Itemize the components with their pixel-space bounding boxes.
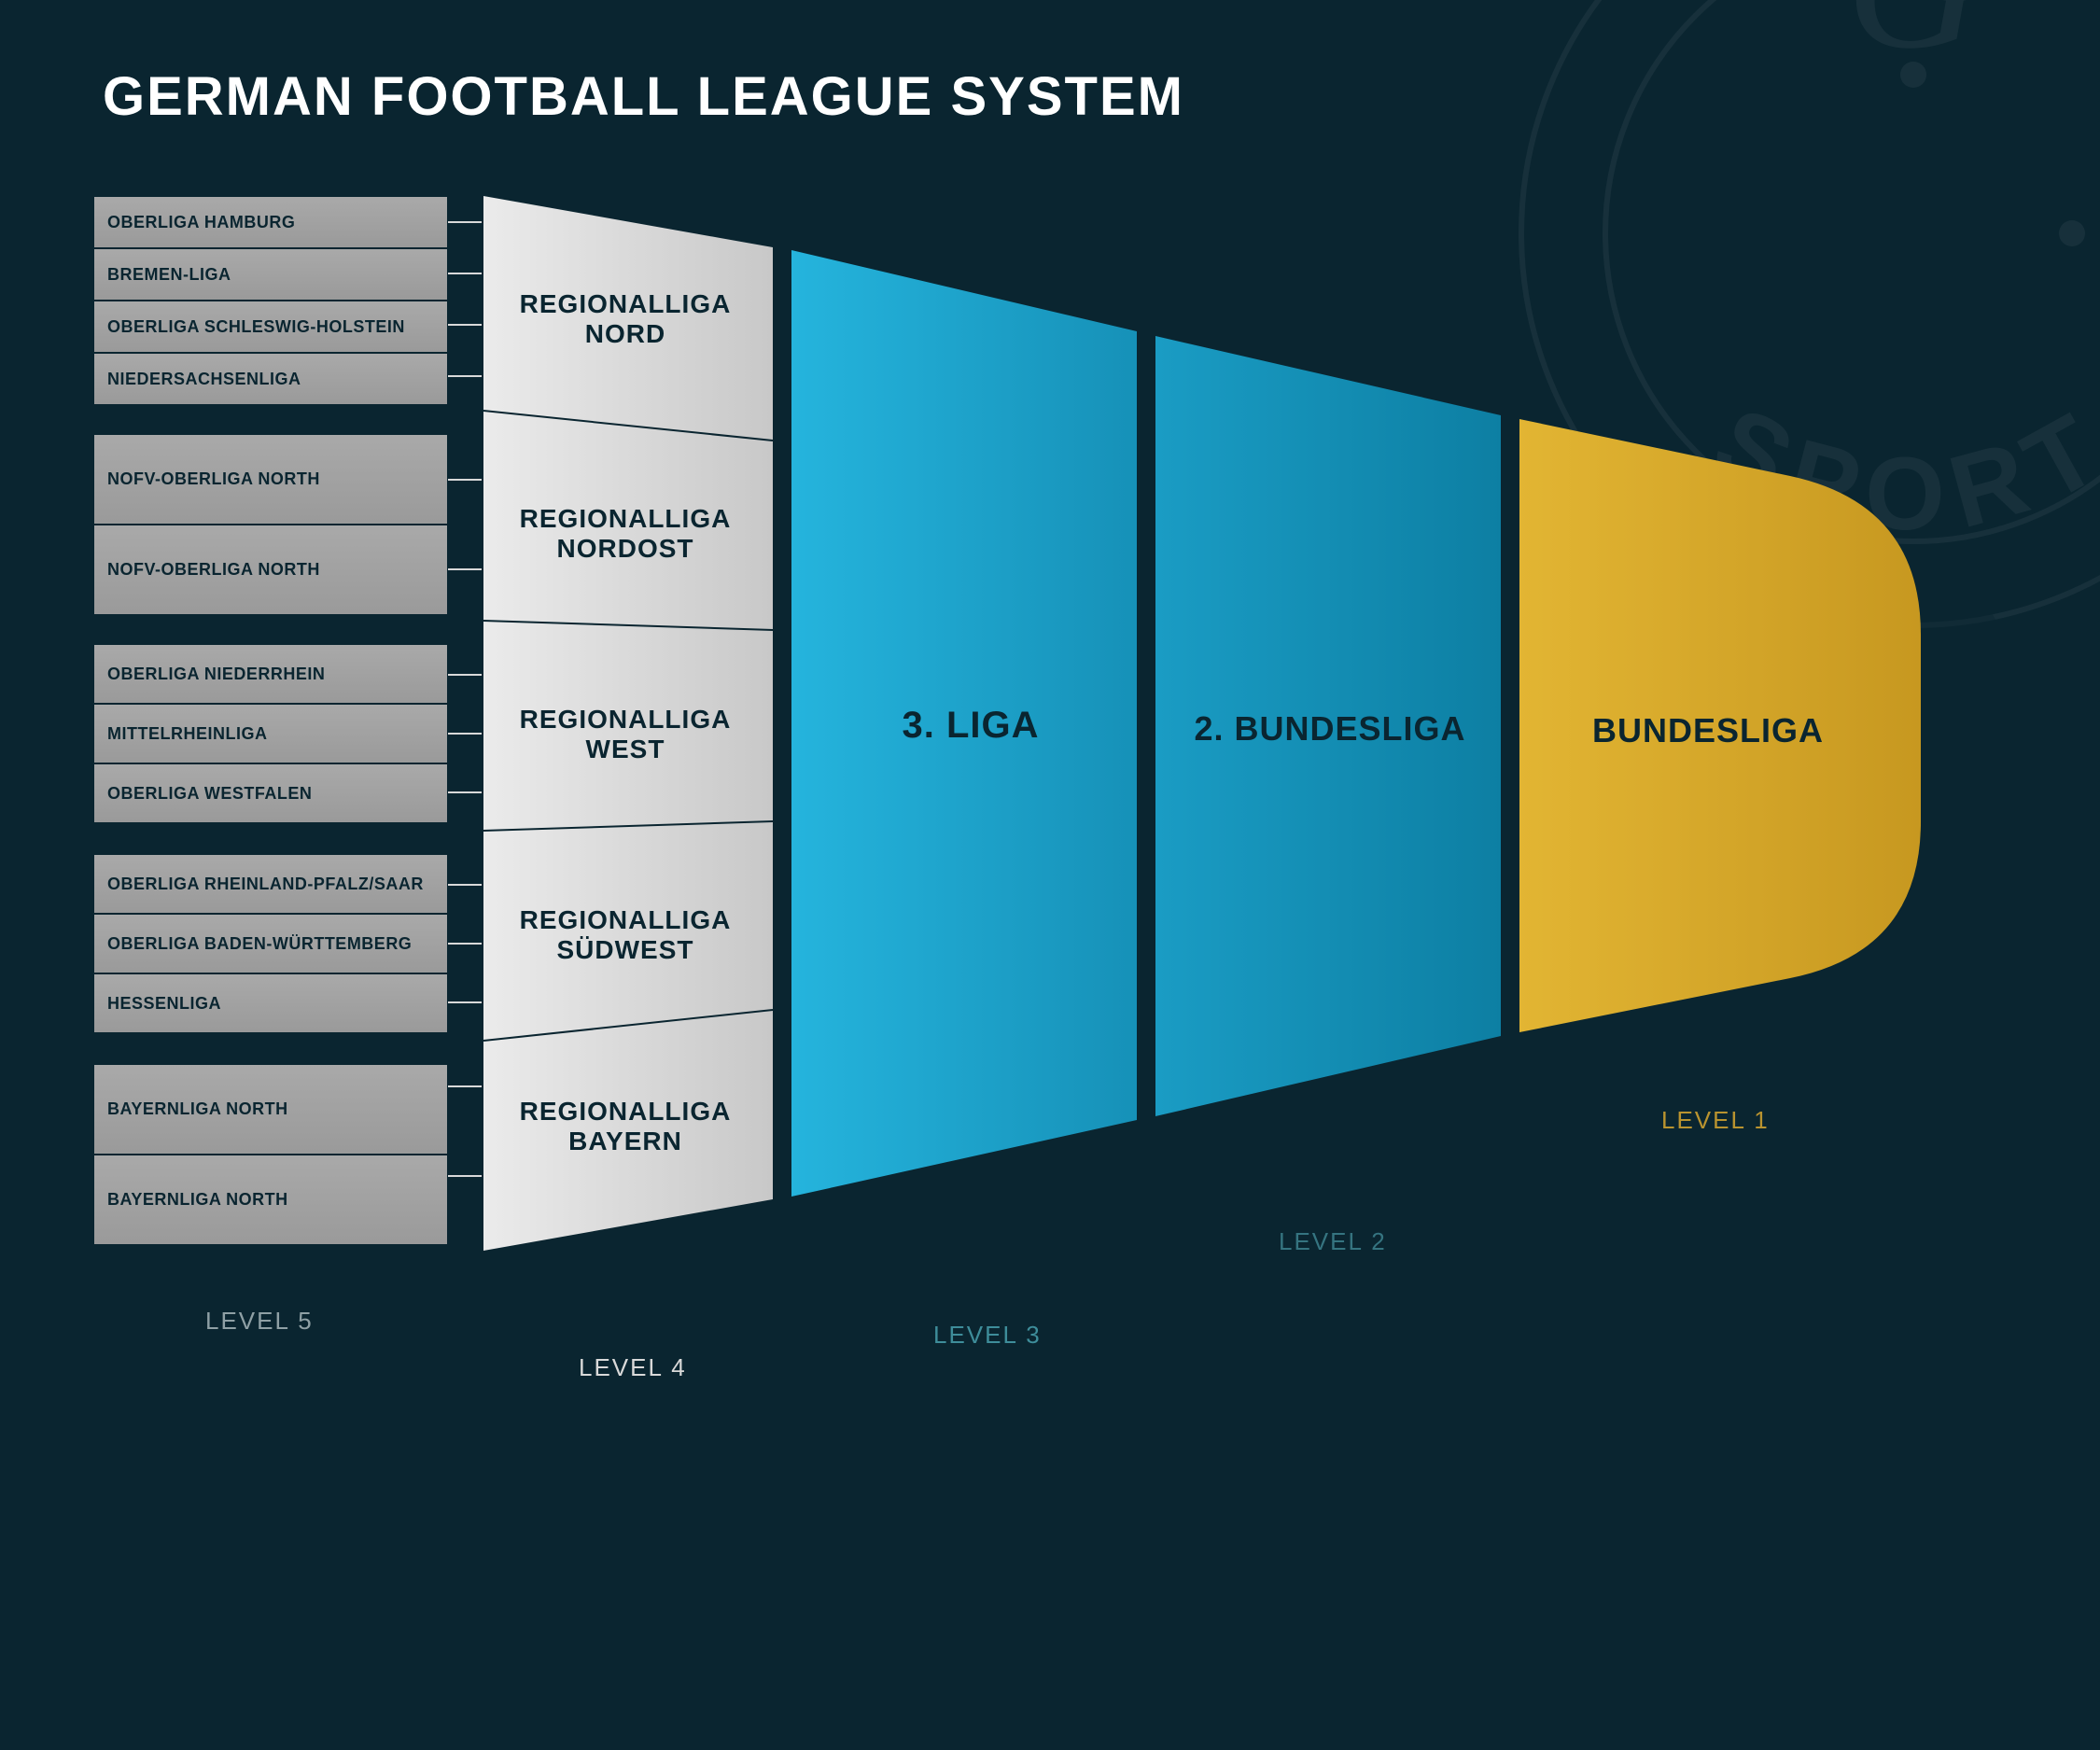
l4-label: REGIONALLIGAWEST (520, 705, 732, 763)
l5-league: OBERLIGA RHEINLAND-PFALZ/SAAR (93, 854, 448, 914)
l5-league: BAYERNLIGA NORTH (93, 1064, 448, 1155)
l4-name-bayern: REGIONALLIGABAYERN (495, 1097, 756, 1156)
level3-label: LEVEL 3 (933, 1321, 1042, 1350)
l5-league: MITTELRHEINLIGA (93, 704, 448, 763)
level5-group-bayern: BAYERNLIGA NORTH BAYERNLIGA NORTH (93, 1064, 448, 1251)
l5-league: NOFV-OBERLIGA NORTH (93, 434, 448, 525)
l5-league: OBERLIGA BADEN-WÜRTTEMBERG (93, 914, 448, 973)
l5-league: BAYERNLIGA NORTH (93, 1155, 448, 1245)
svg-text:G: G (1846, 0, 1981, 88)
level5-label: LEVEL 5 (205, 1307, 314, 1336)
l5-league: NIEDERSACHSENLIGA (93, 353, 448, 405)
level5-group-suedwest: OBERLIGA RHEINLAND-PFALZ/SAAR OBERLIGA B… (93, 854, 448, 1041)
l4-name-nordost: REGIONALLIGANORDOST (495, 504, 756, 564)
l5-label: HESSENLIGA (107, 994, 221, 1014)
level2-label: LEVEL 2 (1279, 1227, 1387, 1256)
l5-label: NIEDERSACHSENLIGA (107, 370, 301, 389)
l5-label: NOFV-OBERLIGA NORTH (107, 560, 320, 580)
level5-group-nordost: NOFV-OBERLIGA NORTH NOFV-OBERLIGA NORTH (93, 434, 448, 621)
league-diagram: OBERLIGA HAMBURG BREMEN-LIGA OBERLIGA SC… (93, 196, 2007, 1643)
l5-label: OBERLIGA NIEDERRHEIN (107, 665, 325, 684)
l4-name-suedwest: REGIONALLIGASÜDWEST (495, 905, 756, 965)
l5-label: NOFV-OBERLIGA NORTH (107, 469, 320, 489)
l4-label: REGIONALLIGANORDOST (520, 504, 732, 563)
level2-name: 2. BUNDESLIGA (1167, 709, 1493, 749)
l5-league: OBERLIGA HAMBURG (93, 196, 448, 248)
l5-league: BREMEN-LIGA (93, 248, 448, 301)
l5-label: BAYERNLIGA NORTH (107, 1190, 288, 1210)
level3-name: 3. LIGA (812, 705, 1129, 747)
l5-league: OBERLIGA NIEDERRHEIN (93, 644, 448, 704)
l5-label: BAYERNLIGA NORTH (107, 1099, 288, 1119)
l5-league: NOFV-OBERLIGA NORTH (93, 525, 448, 615)
level5-column: OBERLIGA HAMBURG BREMEN-LIGA OBERLIGA SC… (93, 196, 448, 1274)
l4-label: REGIONALLIGASÜDWEST (520, 905, 732, 964)
level5-group-west: OBERLIGA NIEDERRHEIN MITTELRHEINLIGA OBE… (93, 644, 448, 831)
l5-label: OBERLIGA WESTFALEN (107, 784, 312, 804)
page-title: GERMAN FOOTBALL LEAGUE SYSTEM (103, 65, 1184, 128)
l4-name-west: REGIONALLIGAWEST (495, 705, 756, 764)
infographic-container: SPORT G GERMAN FOOTBALL LEAGUE SYSTEM (0, 0, 2100, 1750)
l4-name-nord: REGIONALLIGANORD (495, 289, 756, 349)
level4-label: LEVEL 4 (579, 1353, 687, 1382)
l5-label: OBERLIGA SCHLESWIG-HOLSTEIN (107, 317, 405, 337)
l5-league: OBERLIGA SCHLESWIG-HOLSTEIN (93, 301, 448, 353)
l5-label: OBERLIGA HAMBURG (107, 213, 295, 232)
level5-group-nord: OBERLIGA HAMBURG BREMEN-LIGA OBERLIGA SC… (93, 196, 448, 411)
l4-label: REGIONALLIGABAYERN (520, 1097, 732, 1155)
l5-label: OBERLIGA BADEN-WÜRTTEMBERG (107, 934, 412, 954)
l4-label: REGIONALLIGANORD (520, 289, 732, 348)
level1-label: LEVEL 1 (1661, 1106, 1770, 1135)
l5-league: OBERLIGA WESTFALEN (93, 763, 448, 823)
l5-label: MITTELRHEINLIGA (107, 724, 268, 744)
level1-name: BUNDESLIGA (1545, 711, 1871, 750)
l5-label: BREMEN-LIGA (107, 265, 231, 285)
l5-league: HESSENLIGA (93, 973, 448, 1033)
l5-label: OBERLIGA RHEINLAND-PFALZ/SAAR (107, 875, 424, 894)
